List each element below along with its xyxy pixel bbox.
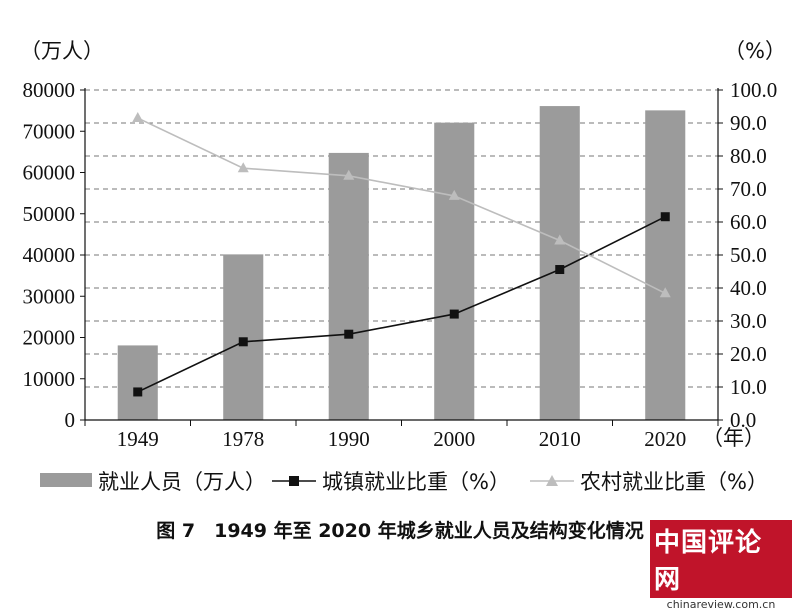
gridlines (85, 89, 718, 388)
left-tick-label: 70000 (23, 119, 76, 143)
right-tick-label: 60.0 (730, 210, 767, 234)
left-tick-label: 50000 (23, 202, 76, 226)
legend-label-rural: 农村就业比重（%） (580, 470, 768, 494)
legend: 就业人员（万人） 城镇就业比重（%） 农村就业比重（%） (40, 470, 768, 494)
rural-share-point (343, 169, 355, 180)
right-tick-label: 100.0 (730, 78, 777, 102)
x-tick-label: 1990 (328, 427, 370, 451)
right-tick-label: 30.0 (730, 309, 767, 333)
left-tick-label: 60000 (23, 161, 76, 185)
right-tick-label: 80.0 (730, 144, 767, 168)
legend-bar-swatch (40, 473, 92, 487)
urban-share-point (133, 387, 143, 397)
rural-share-point (448, 189, 460, 200)
left-tick-label: 80000 (23, 78, 76, 102)
right-tick-label: 90.0 (730, 111, 767, 135)
legend-urban-marker (289, 476, 299, 486)
chart: 0 10000 20000 30000 40000 50000 60000 70000 8000… (20, 39, 786, 494)
tick-labels: 0 10000 20000 30000 40000 50000 60000 70000 8000… (23, 78, 778, 451)
left-tick-label: 20000 (23, 326, 76, 350)
right-tick-label: 0.0 (730, 408, 756, 432)
figure-caption: 图 7 1949 年至 2020 年城乡就业人员及结构变化情况 (156, 520, 644, 542)
bar (223, 254, 264, 420)
right-tick-label: 20.0 (730, 342, 767, 366)
bar-series (117, 106, 686, 421)
left-tick-label: 10000 (23, 367, 76, 391)
right-tick-label: 70.0 (730, 177, 767, 201)
bar (434, 122, 475, 420)
rural-share-line (137, 117, 666, 294)
x-axis-unit: （年） (702, 426, 765, 450)
legend-label-urban: 城镇就业比重（%） (322, 470, 510, 494)
bar (328, 152, 369, 420)
right-tick-label: 40.0 (730, 276, 767, 300)
x-tick-label: 1978 (222, 427, 264, 451)
urban-share-point (344, 329, 354, 339)
right-tick-label: 50.0 (730, 243, 767, 267)
legend-label-employment: 就业人员（万人） (98, 470, 266, 494)
left-axis-unit: （万人） (20, 39, 104, 63)
left-tick-label: 0 (65, 408, 76, 432)
urban-share-point (555, 265, 565, 275)
x-tick-label: 1949 (117, 427, 159, 451)
right-tick-label: 10.0 (730, 375, 767, 399)
x-tick-label: 2020 (644, 427, 686, 451)
watermark-logo: 中国评论网 (650, 520, 792, 598)
axes (80, 88, 723, 426)
urban-share-point (660, 212, 670, 222)
bar (117, 345, 158, 420)
watermark: 中国评论网 chinareview.com.cn (650, 520, 792, 611)
right-axis-unit: （%） (724, 39, 786, 63)
left-tick-label: 30000 (23, 284, 76, 308)
x-tick-label: 2000 (433, 427, 475, 451)
line-series (132, 112, 671, 397)
bar (645, 110, 686, 421)
rural-share-point (554, 234, 566, 245)
urban-share-point (449, 309, 459, 319)
rural-share-point (659, 287, 671, 298)
rural-share-point (237, 162, 249, 173)
urban-share-point (238, 337, 248, 347)
left-tick-label: 40000 (23, 243, 76, 267)
x-tick-label: 2010 (539, 427, 581, 451)
urban-share-line (137, 216, 666, 393)
watermark-url: chinareview.com.cn (666, 598, 776, 611)
rural-share-point (132, 112, 144, 123)
legend-rural-marker (546, 475, 558, 486)
